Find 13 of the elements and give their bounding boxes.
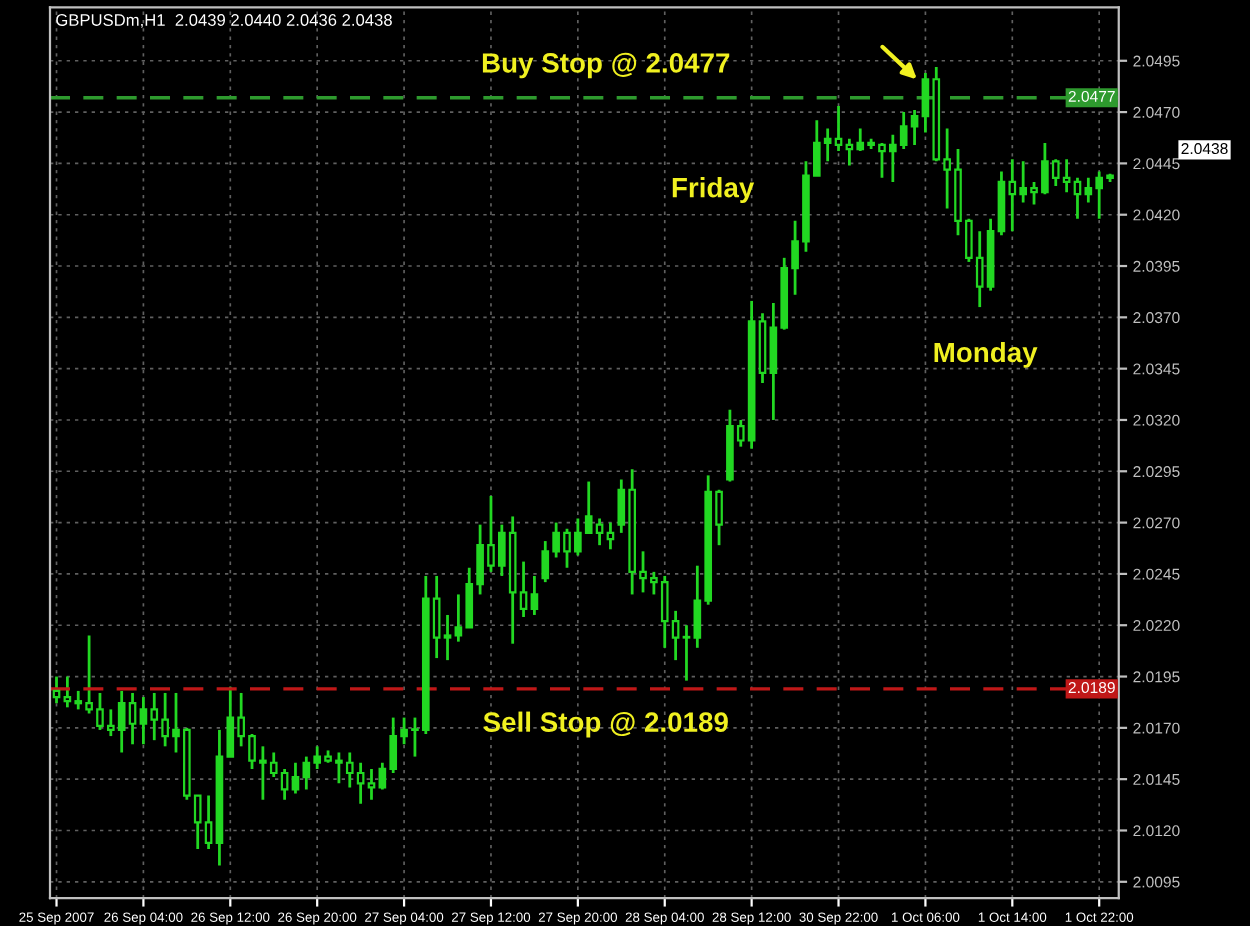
- annotation: Monday: [934, 341, 1038, 368]
- chart-title: GBPUSDm,H1 2.0439 2.0440 2.0436 2.0438: [56, 14, 392, 28]
- candlestick: [834, 104, 843, 153]
- candlestick: [1073, 176, 1082, 221]
- candlestick: [606, 521, 615, 551]
- candlestick: [367, 767, 376, 802]
- annotation: Friday: [672, 177, 755, 203]
- candlestick: [52, 675, 61, 705]
- annotation: Buy Stop @ 2.0477: [482, 52, 730, 79]
- candlestick: [682, 623, 691, 683]
- candlestick: [530, 574, 539, 617]
- annotation: Sell Stop @ 2.0189: [483, 711, 728, 738]
- candlestick: [443, 613, 452, 662]
